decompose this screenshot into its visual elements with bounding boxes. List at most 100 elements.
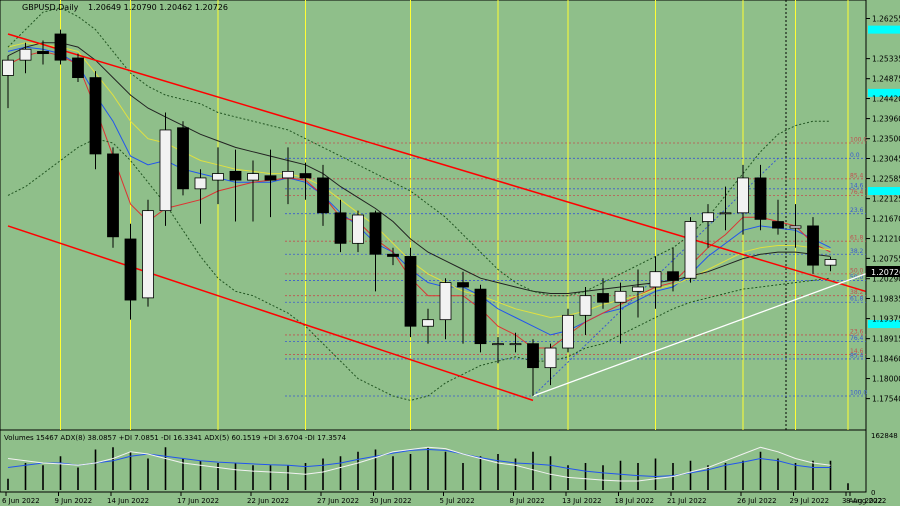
candle-body	[474, 288, 487, 345]
price-tick-label: 1.20290	[872, 275, 900, 284]
price-tick-label: 1.24420	[872, 95, 900, 104]
price-tick-label: 1.20755	[872, 254, 900, 263]
candle-body	[527, 343, 539, 369]
price-tick-label: 1.18460	[872, 355, 900, 364]
candle-body	[387, 253, 399, 257]
fib-level-label: 85.4	[850, 172, 864, 179]
fib-level-label: 61.8	[850, 296, 864, 303]
ohlc-values: 1.20649 1.20790 1.20462 1.20726	[88, 3, 228, 12]
price-tick-label: 1.17540	[872, 395, 900, 404]
date-tick-label: 14 Jun 2022	[107, 497, 149, 505]
candle-body	[702, 212, 714, 222]
fib-level-label: 76.4	[850, 335, 864, 342]
volume-histogram	[7, 447, 849, 490]
candle-body	[562, 314, 574, 349]
candle-body	[212, 173, 224, 181]
candle-body	[89, 77, 102, 155]
candle-body	[142, 210, 154, 299]
fib-level-label: 23.6	[850, 328, 864, 335]
fib-level-label: 100.0	[850, 390, 867, 397]
price-tick-label: 1.23960	[872, 115, 900, 124]
current-price-box	[866, 266, 900, 277]
date-axis: 6 Jun 2022 9 Jun 2022 14 Jun 2022 17 Jun 20…	[2, 492, 886, 505]
candle-body	[194, 177, 207, 190]
candle-body	[72, 57, 84, 79]
candle-body	[667, 271, 679, 281]
fib-level-label: 100.0	[850, 137, 867, 144]
candle-body	[334, 212, 347, 244]
adx-lines	[7, 446, 831, 482]
channel-line	[7, 33, 866, 293]
date-tick-label: 30 Jun 2022	[370, 497, 412, 505]
date-tick-label: 17 Jun 2022	[177, 497, 219, 505]
candle-body	[772, 221, 784, 229]
fib-level-label: 14.6	[850, 348, 864, 355]
indicator-header: Volumes 15467 ADX(8) 38.0857 +DI 7.0851 …	[4, 434, 347, 442]
fib-level-label: 50.0	[850, 267, 864, 274]
price-tick-label: 1.18915	[872, 335, 900, 344]
date-tick-label: 13 Jul 2022	[562, 497, 602, 505]
candle-body	[614, 290, 627, 303]
volume-axis-min: 0	[871, 489, 875, 497]
price-tick-label: 1.19375	[872, 315, 900, 324]
candle-body	[807, 225, 819, 266]
date-tick-label: 27 Jun 2022	[317, 497, 359, 505]
fib-level-label: 38.2	[850, 289, 864, 296]
price-tick-label: 1.25335	[872, 55, 900, 64]
candle-body	[177, 127, 189, 190]
volume-axis-max: 162848	[871, 432, 898, 440]
candle-body	[439, 282, 452, 321]
candle-body	[457, 282, 469, 288]
candle-body	[737, 177, 749, 214]
date-tick-label: 18 Jul 2022	[615, 497, 655, 505]
candle-body	[579, 295, 592, 316]
fib-level-label: 0.0	[850, 152, 860, 159]
price-tick-label: 1.18000	[872, 375, 900, 384]
date-tick-label: 5 Jul 2022	[440, 497, 475, 505]
candle-body	[649, 271, 662, 288]
candle-body	[159, 129, 172, 212]
key-level-marker	[868, 320, 900, 329]
date-tick-label: 6 Jun 2022	[2, 497, 40, 505]
candle-body	[492, 343, 504, 346]
adx-line	[7, 448, 831, 478]
candle-body	[352, 214, 364, 244]
key-level-marker	[868, 88, 900, 97]
indicator-panel-frame	[0, 429, 867, 493]
candle-body	[317, 177, 329, 214]
candle-body	[422, 319, 434, 327]
candlesticks	[2, 29, 837, 397]
date-tick-label: 8 Jul 2022	[510, 497, 545, 505]
candle-body	[544, 347, 557, 369]
date-tick-label: 26 Jul 2022	[737, 497, 777, 505]
fib-level-label: 38.2	[850, 248, 864, 255]
channel-line	[7, 225, 534, 402]
candle-body	[2, 59, 14, 76]
adx-line	[7, 446, 831, 482]
candle-body	[54, 33, 67, 61]
candle-body	[37, 51, 49, 55]
key-level-marker	[868, 25, 900, 34]
support-line	[532, 273, 866, 397]
vertical-markers	[60, 0, 849, 430]
price-tick-label: 1.22585	[872, 175, 900, 184]
price-tick-label: 1.26255	[872, 15, 900, 24]
candle-body	[404, 256, 417, 327]
date-tick-label: 9 Jun 2022	[55, 497, 93, 505]
candle-body	[124, 238, 137, 301]
candle-body	[789, 225, 802, 229]
candle-body	[632, 286, 644, 292]
fib-level-label: 14.6	[850, 182, 864, 189]
candle-body	[264, 175, 277, 181]
candle-body	[597, 293, 609, 303]
price-tick-label: 1.24875	[872, 75, 900, 84]
date-tick-label: 8 Aug 2022	[846, 497, 886, 505]
candle-body	[824, 259, 837, 266]
moving-average-line	[7, 7, 831, 297]
fib-level-label: 61.8	[850, 235, 864, 242]
fib-level-label: 85.4	[850, 352, 864, 359]
fib-level-label: 23.6	[850, 207, 864, 214]
trend-lines	[7, 33, 866, 402]
key-level-markers	[868, 25, 900, 329]
